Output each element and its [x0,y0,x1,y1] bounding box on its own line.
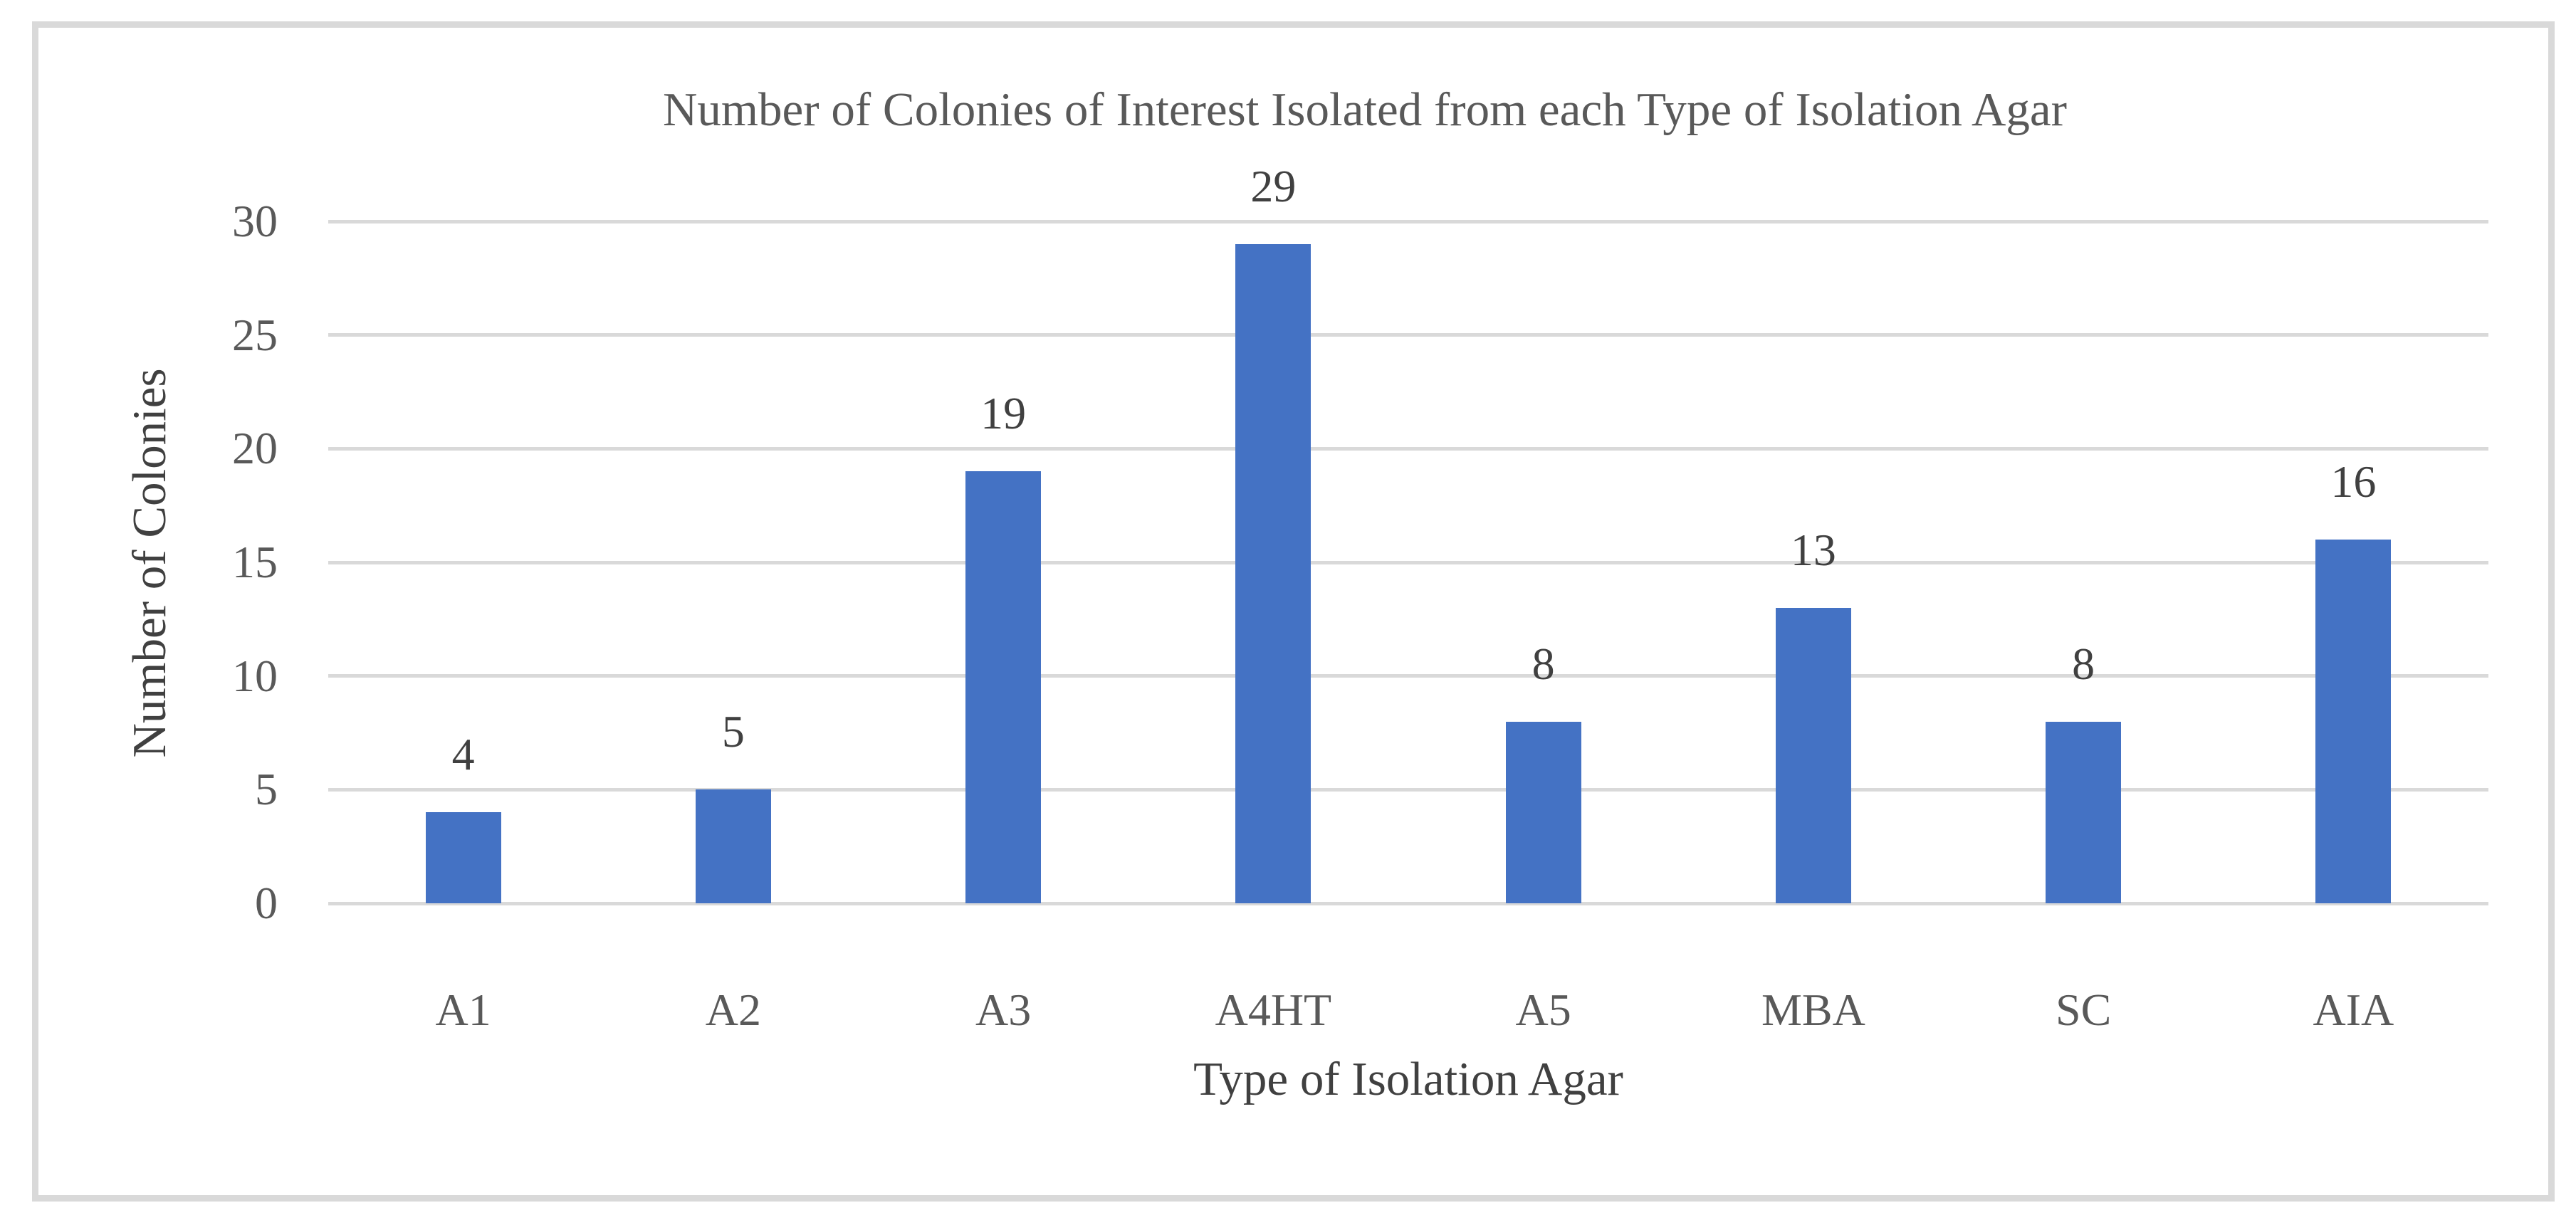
y-tick-label-5: 5 [255,764,278,815]
bar-value-label-A4HT: 29 [1250,160,1297,211]
bar-A5 [1505,721,1581,903]
gridline-y-20 [328,446,2488,451]
x-category-label-A5: A5 [1515,984,1571,1035]
bar-value-label-AIA: 16 [2330,456,2377,508]
bar-MBA [1775,607,1851,903]
x-category-label-A2: A2 [705,984,761,1035]
y-tick-label-25: 25 [232,309,278,360]
bar-SC [2046,721,2122,903]
chart-title: Number of Colonies of Interest Isolated … [663,83,2067,136]
bar-value-label-A2: 5 [721,706,745,757]
bar-value-label-SC: 8 [2072,638,2095,689]
bar-value-label-A1: 4 [451,729,475,780]
x-axis-title: Type of Isolation Agar [1193,1053,1623,1105]
y-tick-label-15: 15 [232,537,278,587]
bar-A2 [695,789,771,903]
gridline-y-0 [328,901,2488,905]
x-category-label-MBA: MBA [1761,984,1865,1035]
x-category-label-AIA: AIA [2313,984,2394,1035]
y-tick-label-20: 20 [232,423,278,474]
gridline-y-5 [328,787,2488,792]
bar-A4HT [1235,243,1311,903]
gridline-y-15 [328,560,2488,564]
x-category-label-SC: SC [2055,984,2112,1035]
y-tick-label-30: 30 [232,196,278,246]
bar-AIA [2315,540,2392,903]
y-tick-label-0: 0 [255,878,278,928]
gridline-y-25 [328,333,2488,337]
bar-value-label-MBA: 13 [1790,524,1836,575]
x-category-label-A1: A1 [435,984,491,1035]
bar-value-label-A5: 8 [1532,638,1555,689]
x-category-label-A3: A3 [975,984,1032,1035]
gridline-y-30 [328,219,2488,224]
bar-A3 [965,471,1042,903]
x-category-label-A4HT: A4HT [1215,984,1332,1035]
gridline-y-10 [328,674,2488,678]
bar-value-label-A3: 19 [980,388,1027,439]
bar-A1 [425,812,501,903]
y-tick-label-10: 10 [232,650,278,701]
